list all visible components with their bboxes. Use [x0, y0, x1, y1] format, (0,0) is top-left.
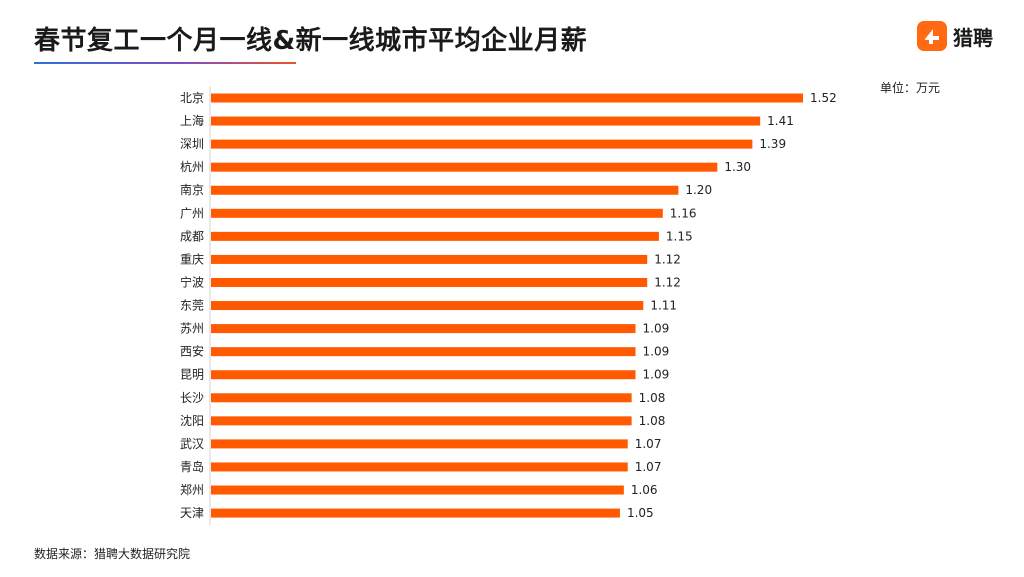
value-label: 1.05 [627, 506, 654, 520]
bar [211, 185, 679, 195]
category-label: 长沙 [180, 391, 204, 405]
category-label: 宁波 [180, 274, 204, 289]
bar [211, 393, 632, 403]
value-label: 1.06 [631, 483, 658, 497]
value-label: 1.07 [635, 437, 662, 451]
value-label: 1.39 [759, 137, 786, 151]
bar [211, 416, 632, 426]
value-label: 1.12 [654, 275, 681, 289]
value-label: 1.12 [654, 252, 681, 266]
unit-label: 单位：万元 [880, 81, 941, 95]
bar [211, 93, 803, 103]
bar [211, 370, 636, 380]
category-label: 昆明 [180, 368, 204, 382]
category-label: 沈阳 [180, 413, 204, 428]
category-label: 西安 [180, 344, 204, 359]
bar [211, 116, 761, 126]
bar [211, 254, 648, 264]
liepin-logo-icon [917, 21, 947, 51]
category-label: 南京 [180, 182, 204, 197]
category-label: 苏州 [180, 322, 204, 336]
value-label: 1.09 [643, 345, 670, 359]
value-label: 1.11 [650, 299, 677, 313]
brand-name: 猎聘 [953, 25, 993, 50]
brand-logo: 猎聘 [917, 20, 993, 52]
category-label: 广州 [180, 206, 204, 220]
value-label: 1.16 [670, 206, 697, 220]
bar [211, 485, 624, 495]
value-label: 1.20 [685, 183, 712, 197]
bar [211, 324, 636, 334]
category-label: 东莞 [180, 299, 204, 313]
category-label: 杭州 [180, 159, 204, 174]
value-label: 1.41 [767, 114, 794, 128]
page-title: 春节复工一个月一线&新一线城市平均企业月薪 [34, 26, 588, 56]
value-label: 1.08 [639, 414, 666, 428]
category-label: 郑州 [180, 482, 204, 497]
category-label: 重庆 [180, 252, 204, 266]
value-label: 1.30 [724, 160, 751, 174]
bar [211, 208, 663, 218]
category-label: 武汉 [180, 437, 204, 451]
value-label: 1.52 [810, 91, 837, 105]
value-label: 1.09 [643, 368, 670, 382]
bar [211, 301, 644, 311]
category-label: 天津 [180, 506, 204, 520]
bar [211, 439, 628, 449]
value-label: 1.09 [643, 322, 670, 336]
category-label: 深圳 [180, 137, 204, 151]
data-source-label: 数据来源：猎聘大数据研究院 [34, 547, 191, 561]
bar [211, 277, 648, 287]
bar [211, 508, 620, 518]
value-label: 1.07 [635, 460, 662, 474]
category-label: 成都 [180, 229, 204, 243]
category-label: 上海 [180, 113, 204, 128]
bar [211, 347, 636, 357]
bar [211, 231, 659, 241]
category-label: 青岛 [180, 459, 204, 474]
bar [211, 139, 753, 149]
bar [211, 462, 628, 472]
bar [211, 162, 718, 172]
value-label: 1.08 [639, 391, 666, 405]
title-underline [34, 62, 296, 64]
category-label: 北京 [180, 91, 204, 105]
value-label: 1.15 [666, 229, 693, 243]
